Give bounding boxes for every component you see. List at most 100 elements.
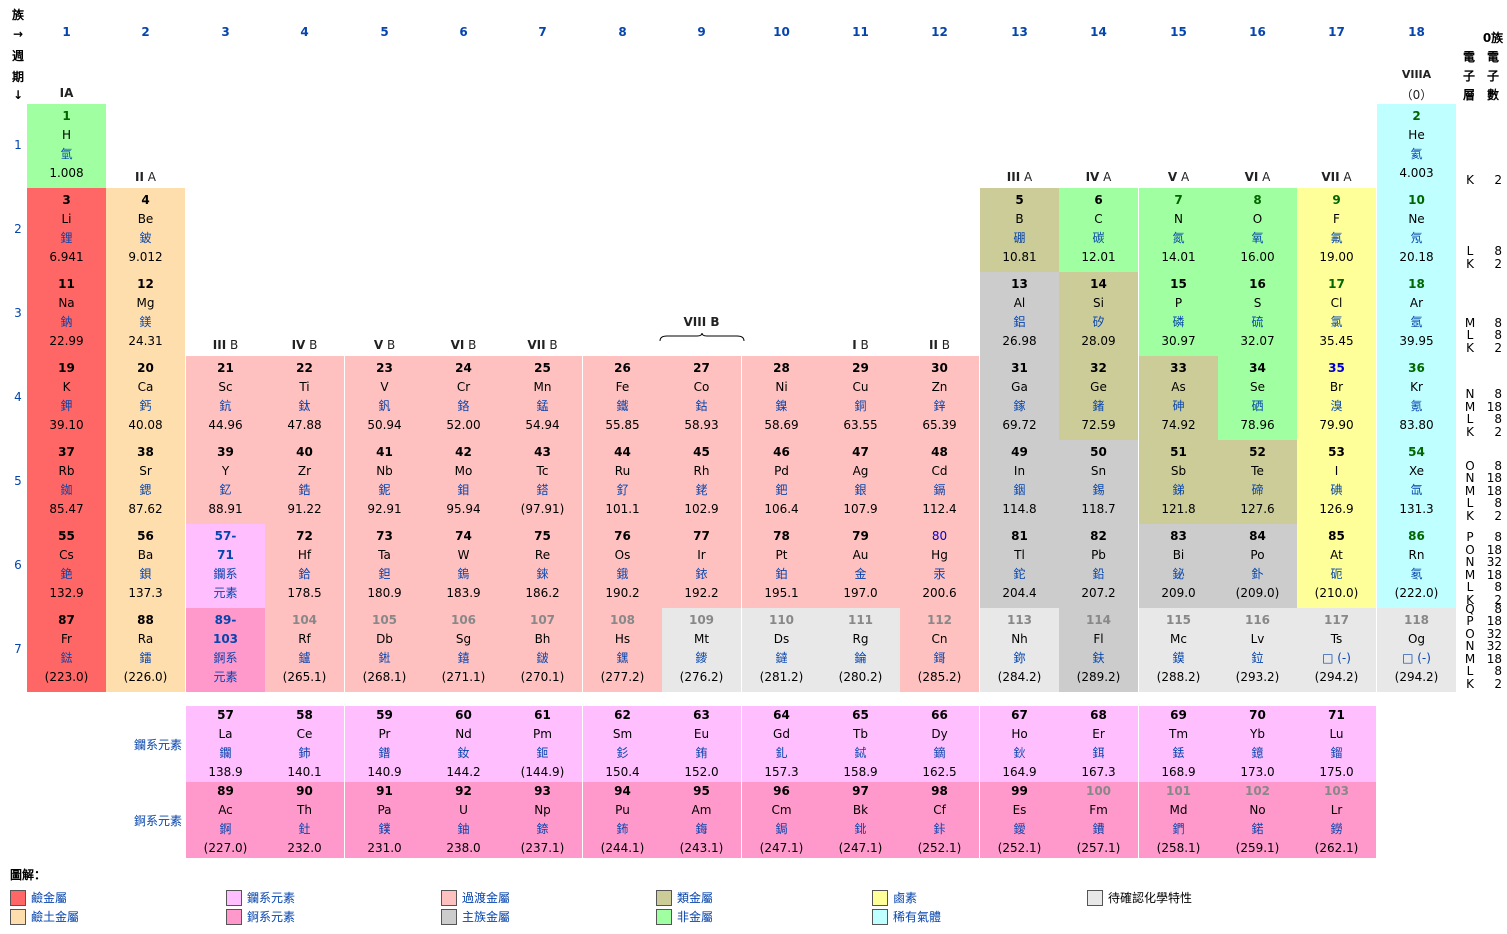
- element-cell-ba[interactable]: 56 Ba 鋇 137.3: [106, 524, 185, 608]
- group-number[interactable]: 13: [1011, 25, 1028, 39]
- element-cell-rb[interactable]: 37 Rb 銣 85.47: [27, 440, 106, 524]
- element-cell-n[interactable]: 7 N 氮 14.01: [1139, 188, 1218, 272]
- element-cell-v[interactable]: 23 V 釩 50.94: [345, 356, 424, 440]
- element-cell-ds[interactable]: 110 Ds 鐽 (281.2): [742, 608, 821, 692]
- element-cell-re[interactable]: 75 Re 錸 186.2: [503, 524, 582, 608]
- element-cell-rg[interactable]: 111 Rg 錀 (280.2): [821, 608, 900, 692]
- element-cell-nh[interactable]: 113 Nh 鉨 (284.2): [980, 608, 1059, 692]
- group-number[interactable]: 10: [773, 25, 790, 39]
- legend-item-noble[interactable]: 稀有氣體: [872, 908, 941, 925]
- element-cell-ga[interactable]: 31 Ga 鎵 69.72: [980, 356, 1059, 440]
- element-cell-dy[interactable]: 66 Dy 鏑 162.5: [900, 706, 979, 782]
- element-cell-he[interactable]: 2 He 氦 4.003: [1377, 104, 1456, 188]
- element-cell-ce[interactable]: 58 Ce 鈰 140.1: [265, 706, 344, 782]
- element-cell-ca[interactable]: 20 Ca 鈣 40.08: [106, 356, 185, 440]
- element-cell-in[interactable]: 49 In 銦 114.8: [980, 440, 1059, 524]
- legend-item-halogen[interactable]: 鹵素: [872, 889, 917, 906]
- element-cell-pa[interactable]: 91 Pa 鏷 231.0: [345, 782, 424, 858]
- element-cell-au[interactable]: 79 Au 金 197.0: [821, 524, 900, 608]
- element-cell-lr[interactable]: 103 Lr 鐒 (262.1): [1297, 782, 1376, 858]
- group-number[interactable]: 8: [618, 25, 627, 39]
- element-cell-md[interactable]: 101 Md 鍆 (258.1): [1139, 782, 1218, 858]
- group-number[interactable]: 5: [380, 25, 389, 39]
- element-cell-np[interactable]: 93 Np 錼 (237.1): [503, 782, 582, 858]
- element-cell-fe[interactable]: 26 Fe 鐵 55.85: [583, 356, 662, 440]
- element-cell-am[interactable]: 95 Am 鋂 (243.1): [662, 782, 741, 858]
- period-number[interactable]: 1: [14, 138, 22, 152]
- element-cell-no[interactable]: 102 No 鍩 (259.1): [1218, 782, 1297, 858]
- period-number[interactable]: 4: [14, 390, 22, 404]
- element-cell-ne[interactable]: 10 Ne 氖 20.18: [1377, 188, 1456, 272]
- element-cell-sr[interactable]: 38 Sr 鍶 87.62: [106, 440, 185, 524]
- element-cell-ac[interactable]: 89 Ac 錒 (227.0): [186, 782, 265, 858]
- element-cell-sg[interactable]: 106 Sg 𨭎 (271.1): [424, 608, 503, 692]
- element-cell-sm[interactable]: 62 Sm 釤 150.4: [583, 706, 662, 782]
- element-cell-hg[interactable]: 80 Hg 汞 200.6: [900, 524, 979, 608]
- group-number[interactable]: 1: [62, 25, 71, 39]
- group-number[interactable]: 16: [1249, 25, 1266, 39]
- group-number[interactable]: 6: [459, 25, 468, 39]
- element-cell-w[interactable]: 74 W 鎢 183.9: [424, 524, 503, 608]
- element-cell-ta[interactable]: 73 Ta 鉭 180.9: [345, 524, 424, 608]
- element-cell-rh[interactable]: 45 Rh 銠 102.9: [662, 440, 741, 524]
- series-placeholder[interactable]: 89- 103 錒系 元素: [186, 608, 265, 692]
- element-cell-nb[interactable]: 41 Nb 鈮 92.91: [345, 440, 424, 524]
- element-cell-ti[interactable]: 22 Ti 鈦 47.88: [265, 356, 344, 440]
- group-number[interactable]: 3: [221, 25, 230, 39]
- element-cell-bk[interactable]: 97 Bk 鉳 (247.1): [821, 782, 900, 858]
- element-cell-cl[interactable]: 17 Cl 氯 35.45: [1297, 272, 1376, 356]
- element-cell-zr[interactable]: 40 Zr 鋯 91.22: [265, 440, 344, 524]
- element-cell-mc[interactable]: 115 Mc 鏌 (288.2): [1139, 608, 1218, 692]
- element-cell-cr[interactable]: 24 Cr 鉻 52.00: [424, 356, 503, 440]
- element-cell-es[interactable]: 99 Es 鑀 (252.1): [980, 782, 1059, 858]
- element-cell-b[interactable]: 5 B 硼 10.81: [980, 188, 1059, 272]
- element-cell-ag[interactable]: 47 Ag 銀 107.9: [821, 440, 900, 524]
- series-placeholder[interactable]: 57- 71 鑭系 元素: [186, 524, 265, 608]
- element-cell-ar[interactable]: 18 Ar 氬 39.95: [1377, 272, 1456, 356]
- element-cell-li[interactable]: 3 Li 鋰 6.941: [27, 188, 106, 272]
- group-number[interactable]: 14: [1090, 25, 1107, 39]
- element-cell-co[interactable]: 27 Co 鈷 58.93: [662, 356, 741, 440]
- group-number[interactable]: 18: [1408, 25, 1425, 39]
- element-cell-pr[interactable]: 59 Pr 鐠 140.9: [345, 706, 424, 782]
- element-cell-bi[interactable]: 83 Bi 鉍 209.0: [1139, 524, 1218, 608]
- element-cell-y[interactable]: 39 Y 釔 88.91: [186, 440, 265, 524]
- element-cell-ts[interactable]: 117 Ts □ (-) (294.2): [1297, 608, 1376, 692]
- group-number[interactable]: 11: [852, 25, 869, 39]
- element-cell-nd[interactable]: 60 Nd 釹 144.2: [424, 706, 503, 782]
- element-cell-bh[interactable]: 107 Bh 𨨏 (270.1): [503, 608, 582, 692]
- element-cell-at[interactable]: 85 At 砈 (210.0): [1297, 524, 1376, 608]
- legend-item-alkaline[interactable]: 鹼土金屬: [10, 908, 79, 925]
- element-cell-eu[interactable]: 63 Eu 銪 152.0: [662, 706, 741, 782]
- element-cell-f[interactable]: 9 F 氟 19.00: [1297, 188, 1376, 272]
- element-cell-k[interactable]: 19 K 鉀 39.10: [27, 356, 106, 440]
- group-number[interactable]: 2: [141, 25, 150, 39]
- legend-item-lanthanide[interactable]: 鑭系元素: [226, 889, 295, 906]
- period-number[interactable]: 7: [14, 642, 22, 656]
- element-cell-cm[interactable]: 96 Cm 鋦 (247.1): [742, 782, 821, 858]
- period-number[interactable]: 2: [14, 222, 22, 236]
- element-cell-h[interactable]: 1 H 氫 1.008: [27, 104, 106, 188]
- element-cell-mn[interactable]: 25 Mn 錳 54.94: [503, 356, 582, 440]
- element-cell-si[interactable]: 14 Si 矽 28.09: [1059, 272, 1138, 356]
- element-cell-fr[interactable]: 87 Fr 鍅 (223.0): [27, 608, 106, 692]
- element-cell-rn[interactable]: 86 Rn 氡 (222.0): [1377, 524, 1456, 608]
- period-number[interactable]: 3: [14, 306, 22, 320]
- legend-item-metalloid[interactable]: 類金屬: [656, 889, 713, 906]
- element-cell-hf[interactable]: 72 Hf 鉿 178.5: [265, 524, 344, 608]
- legend-item-alkali[interactable]: 鹼金屬: [10, 889, 67, 906]
- element-cell-i[interactable]: 53 I 碘 126.9: [1297, 440, 1376, 524]
- group-number[interactable]: 9: [697, 25, 706, 39]
- element-cell-mt[interactable]: 109 Mt 䥑 (276.2): [662, 608, 741, 692]
- element-cell-sb[interactable]: 51 Sb 銻 121.8: [1139, 440, 1218, 524]
- element-cell-pb[interactable]: 82 Pb 鉛 207.2: [1059, 524, 1138, 608]
- legend-item-actinide[interactable]: 錒系元素: [226, 908, 295, 925]
- legend-item-nonmetal[interactable]: 非金屬: [656, 908, 713, 925]
- element-cell-o[interactable]: 8 O 氧 16.00: [1218, 188, 1297, 272]
- lanthanides-label[interactable]: 鑭系元素: [133, 738, 182, 752]
- legend-item-post[interactable]: 主族金屬: [441, 908, 510, 925]
- element-cell-ra[interactable]: 88 Ra 鐳 (226.0): [106, 608, 185, 692]
- element-cell-po[interactable]: 84 Po 釙 (209.0): [1218, 524, 1297, 608]
- element-cell-hs[interactable]: 108 Hs 𨭆 (277.2): [583, 608, 662, 692]
- element-cell-cn[interactable]: 112 Cn 鎶 (285.2): [900, 608, 979, 692]
